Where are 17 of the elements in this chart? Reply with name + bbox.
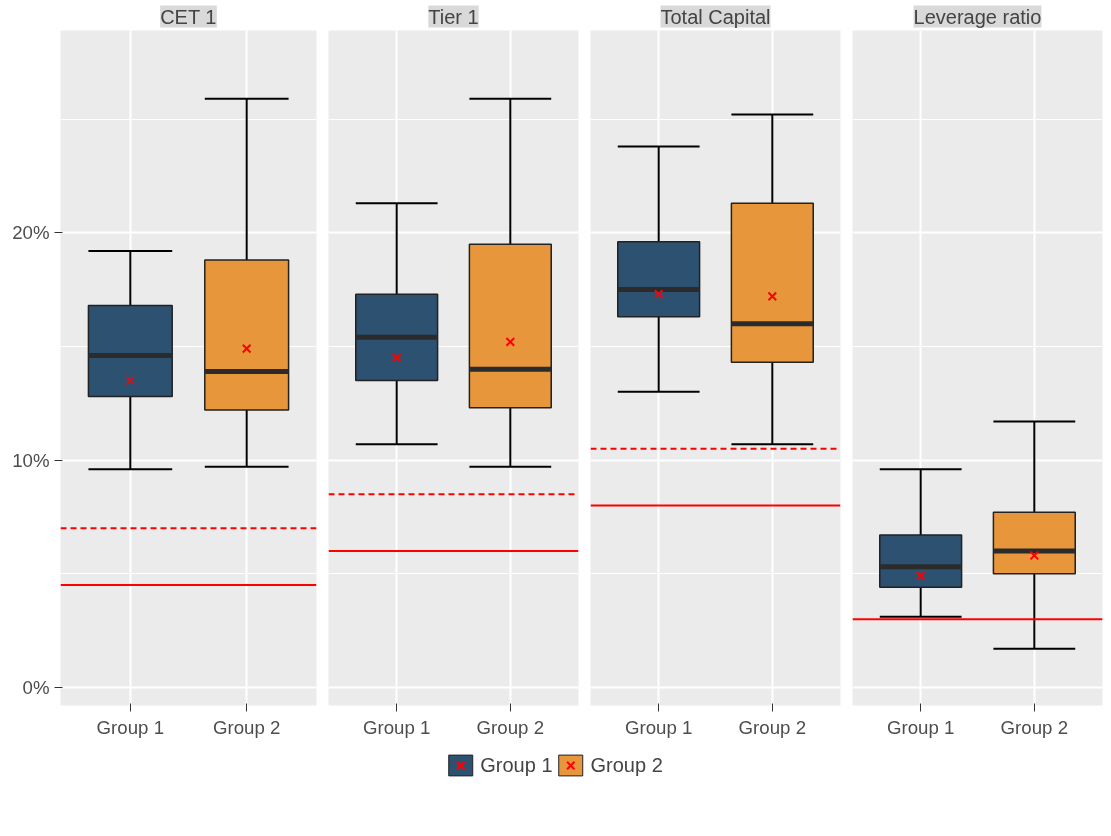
x-tick-label: Group 1 bbox=[624, 716, 693, 738]
y-tick-label: 0% bbox=[22, 676, 50, 698]
legend-label: Group 2 bbox=[590, 753, 663, 777]
x-tick-label: Group 2 bbox=[476, 716, 545, 738]
x-tick-label: Group 1 bbox=[362, 716, 431, 738]
x-tick-label: Group 2 bbox=[738, 716, 807, 738]
y-tick-label: 20% bbox=[12, 222, 50, 244]
chart-title: Leverage ratio bbox=[913, 5, 1042, 28]
legend-label: Group 1 bbox=[480, 753, 553, 777]
y-tick-label: 10% bbox=[12, 449, 50, 471]
x-tick-label: Group 1 bbox=[96, 716, 165, 738]
x-tick-label: Group 2 bbox=[212, 716, 281, 738]
x-tick-label: Group 1 bbox=[886, 716, 955, 738]
x-tick-label: Group 2 bbox=[1000, 716, 1069, 738]
chart-title: Tier 1 bbox=[428, 5, 479, 28]
chart-title: Total Capital bbox=[660, 5, 771, 28]
chart-title: CET 1 bbox=[160, 5, 217, 28]
